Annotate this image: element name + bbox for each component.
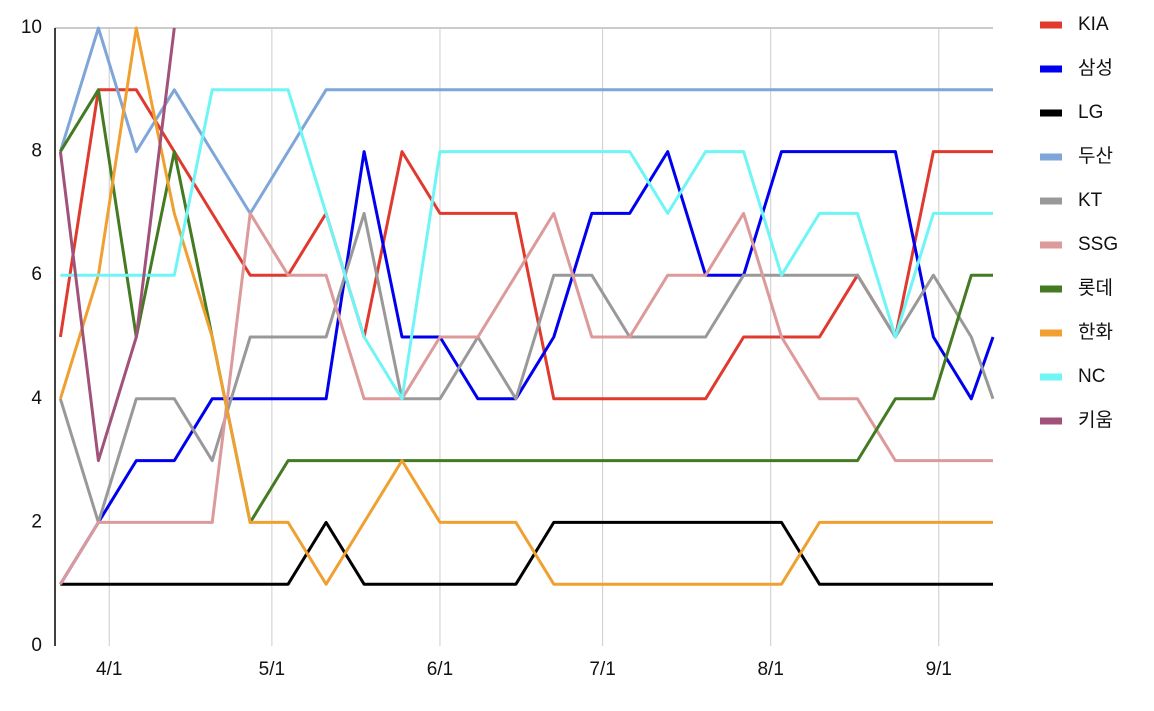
x-tick-label: 7/1 [589,659,615,680]
legend-label: 키움 [1078,409,1113,431]
legend-label: SSG [1078,234,1118,255]
y-tick-label: 10 [21,17,42,38]
x-tick-label: 5/1 [259,659,285,680]
y-tick-label: 4 [31,388,42,409]
legend-label: NC [1078,366,1105,387]
series-line [60,88,993,401]
x-tick-label: 9/1 [926,659,952,680]
x-tick-label: 4/1 [96,659,122,680]
x-tick-label: 6/1 [427,659,453,680]
series-line [59,211,993,585]
legend-label: LG [1078,102,1103,123]
legend-label: KIA [1078,14,1109,35]
series-line [59,150,995,585]
series-line [60,520,993,586]
legend-label: 한화 [1078,321,1113,343]
y-tick-label: 0 [31,635,42,656]
legend-label: 두산 [1078,145,1113,167]
x-tick-label: 8/1 [757,659,783,680]
legend-label: 롯데 [1078,277,1113,299]
series-line [58,88,993,401]
series-line [58,27,176,463]
series-line [58,211,995,524]
series-line [58,26,993,215]
y-tick-label: 2 [31,511,42,532]
y-tick-label: 8 [31,141,42,162]
y-tick-label: 6 [31,264,42,285]
legend-label: KT [1078,190,1103,211]
series-line [58,26,993,586]
legend-label: 삼성 [1078,57,1113,79]
